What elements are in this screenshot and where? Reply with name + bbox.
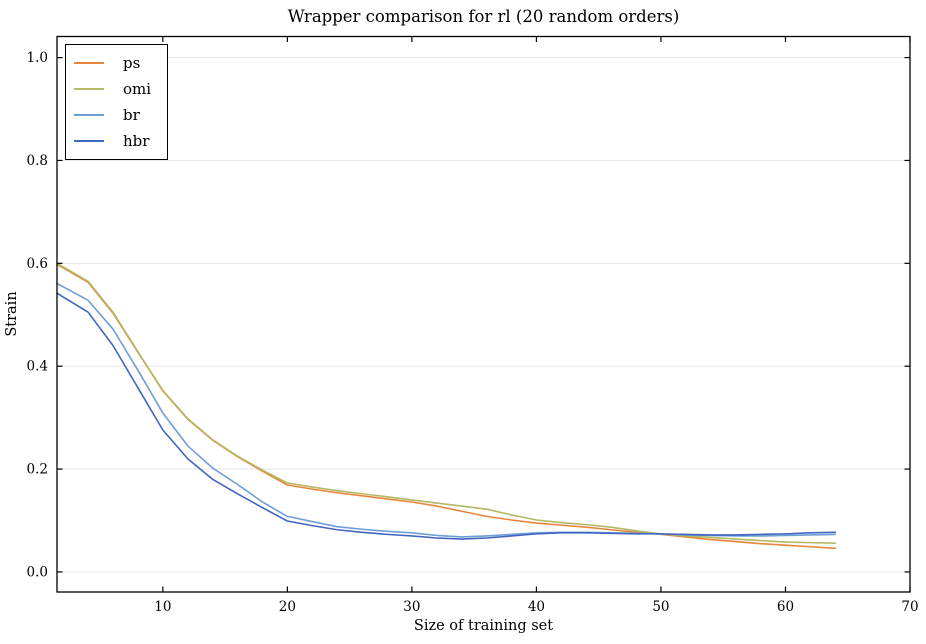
x-tick-label: 60 — [777, 599, 794, 615]
y-tick-label: 0.6 — [27, 256, 48, 272]
x-tick-label: 50 — [652, 599, 669, 615]
legend-swatch-omi — [74, 88, 104, 90]
series-line-br — [56, 282, 837, 538]
legend-swatch-ps — [74, 62, 104, 64]
axes-frame — [56, 35, 911, 593]
legend-label-ps: ps — [123, 53, 141, 72]
x-axis-label: Size of training set — [413, 618, 554, 634]
legend-swatch-br — [74, 114, 104, 116]
x-tick-label: 20 — [279, 599, 296, 615]
y-tick-label: 0.8 — [27, 153, 48, 169]
legend: ps omi br hbr — [65, 44, 169, 160]
chart-title: Wrapper comparison for rl (20 random ord… — [287, 7, 680, 26]
x-tick-label: 70 — [901, 599, 918, 615]
legend-label-omi: omi — [123, 79, 152, 98]
y-tick-label: 0.0 — [27, 564, 48, 580]
x-tick-label: 40 — [528, 599, 545, 615]
legend-item-omi: omi — [74, 76, 151, 102]
x-tick-label: 10 — [154, 599, 171, 615]
legend-item-hbr: hbr — [74, 128, 151, 154]
y-tick-label: 0.2 — [27, 462, 48, 478]
legend-label-br: br — [123, 105, 140, 124]
legend-item-ps: ps — [74, 50, 151, 76]
x-tick-label: 30 — [403, 599, 420, 615]
series-line-hbr — [56, 292, 837, 540]
y-tick-label: 0.4 — [27, 359, 48, 375]
series-line-ps — [56, 263, 837, 550]
y-axis-label: Strain — [4, 291, 20, 337]
legend-item-br: br — [74, 102, 151, 128]
legend-label-hbr: hbr — [123, 131, 150, 150]
legend-swatch-hbr — [74, 140, 104, 142]
y-tick-label: 1.0 — [27, 50, 48, 66]
series-line-omi — [56, 262, 837, 544]
